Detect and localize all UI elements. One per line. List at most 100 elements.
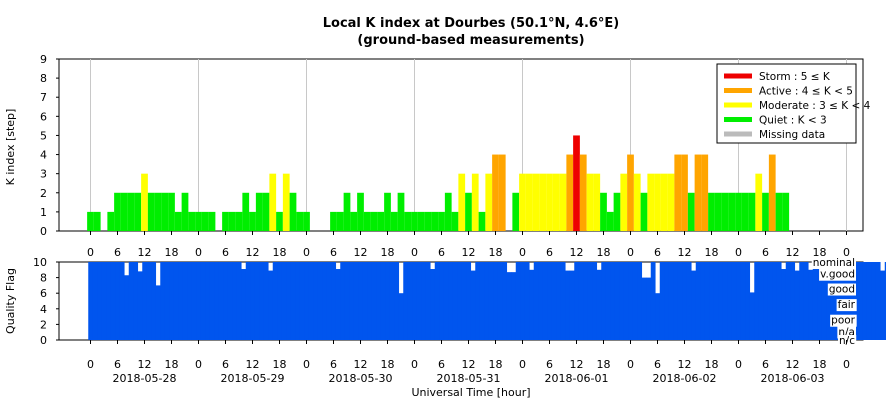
quality-bar: [407, 262, 413, 340]
quality-x-tick-label: 0: [735, 358, 742, 371]
kindex-bar: [755, 173, 763, 231]
quality-bar: [808, 269, 814, 340]
quality-bar: [785, 262, 791, 340]
quality-bar: [434, 262, 440, 340]
chart-title: Local K index at Dourbes (50.1°N, 4.6°E): [323, 16, 620, 31]
quality-bar: [650, 262, 656, 340]
kindex-bar: [188, 211, 196, 231]
kindex-x-tick-label: 18: [705, 246, 719, 259]
kindex-bar: [573, 135, 580, 231]
kindex-y-tick-label: 4: [40, 149, 47, 162]
quality-bar: [97, 262, 103, 340]
quality-bar: [182, 262, 188, 340]
quality-bar: [587, 262, 593, 340]
quality-x-tick-label: 12: [138, 358, 152, 371]
quality-x-ticks: 0 6 12 18 0 6 12 18 0 6 12 18 0 6 12 18 0 6 12 18 0 6 12 18 0 6 12…: [87, 340, 850, 371]
quality-bar: [592, 262, 598, 340]
quality-bar: [551, 262, 557, 340]
quality-bar: [340, 262, 346, 340]
kindex-bar: [762, 192, 769, 231]
kindex-bar: [492, 154, 499, 231]
quality-bar: [533, 262, 539, 340]
quality-bar: [569, 270, 575, 340]
quality-bar: [326, 262, 332, 340]
quality-bar: [794, 270, 800, 340]
quality-bar: [128, 262, 134, 340]
quality-y-tick-label: 2: [40, 318, 47, 331]
kindex-x-tick-label: 12: [678, 246, 692, 259]
kindex-x-tick-label: 0: [519, 246, 526, 259]
quality-bar: [412, 262, 418, 340]
quality-bar: [371, 262, 377, 340]
quality-bar: [718, 262, 724, 340]
quality-x-tick-label: 18: [273, 358, 287, 371]
quality-level-label: v.good: [820, 269, 855, 281]
quality-bar: [173, 262, 179, 340]
legend-label: Missing data: [759, 129, 825, 141]
quality-bar: [313, 262, 319, 340]
quality-bar: [790, 262, 796, 340]
kindex-bar: [627, 154, 634, 231]
kindex-bar: [647, 173, 655, 231]
quality-bar: [281, 262, 287, 340]
kindex-bar: [620, 173, 628, 231]
kindex-bar: [640, 192, 648, 231]
quality-bar: [817, 262, 823, 340]
kindex-bar: [566, 154, 574, 231]
kindex-bar: [134, 192, 142, 231]
quality-bar: [799, 262, 805, 340]
kindex-y-tick-label: 7: [40, 91, 47, 104]
kindex-bar: [222, 211, 229, 231]
quality-bar: [614, 262, 620, 340]
kindex-bar: [228, 211, 236, 231]
kindex-x-ticks: 0 6 12 18 0 6 12 18 0 6 12 18 0 6 12 18 0 6 12 18 0 6 12 18 0 6 12…: [87, 231, 850, 259]
kindex-bar: [552, 173, 560, 231]
kindex-bar: [735, 192, 742, 231]
kindex-x-tick-label: 0: [843, 246, 850, 259]
quality-x-tick-label: 0: [195, 358, 202, 371]
quality-x-tick-label: 6: [654, 358, 661, 371]
quality-bar: [160, 262, 166, 340]
kindex-bar: [546, 173, 553, 231]
quality-bar: [290, 262, 296, 340]
quality-bar: [830, 262, 836, 340]
kindex-y-tick-label: 8: [40, 72, 47, 85]
kindex-bar: [384, 192, 391, 231]
quality-bar: [286, 262, 292, 340]
quality-bar: [317, 262, 323, 340]
quality-bar: [484, 262, 490, 340]
kindex-bar: [377, 211, 385, 231]
quality-bar: [443, 262, 449, 340]
kindex-bar: [424, 211, 432, 231]
kindex-x-tick-label: 0: [627, 246, 634, 259]
kindex-bar: [654, 173, 661, 231]
quality-bar: [272, 262, 278, 340]
kindex-x-tick-label: 6: [438, 246, 445, 259]
quality-bar: [722, 262, 728, 340]
quality-bar: [92, 262, 98, 340]
kindex-bar: [444, 192, 452, 231]
kindex-bar: [208, 211, 216, 231]
quality-bar: [358, 262, 364, 340]
kindex-bar: [336, 211, 344, 231]
kindex-x-tick-label: 0: [303, 246, 310, 259]
quality-bar: [520, 262, 526, 340]
quality-x-tick-label: 6: [222, 358, 229, 371]
legend-label: Storm : 5 ≤ K: [759, 71, 831, 83]
quality-bar: [826, 262, 832, 340]
legend-label: Active : 4 ≤ K < 5: [759, 86, 853, 98]
quality-bar: [700, 262, 706, 340]
quality-bar: [628, 262, 634, 340]
quality-bar: [862, 262, 868, 340]
quality-level-label-bg: [811, 257, 856, 269]
quality-bar: [470, 270, 476, 340]
kindex-bar: [330, 211, 337, 231]
kindex-bar: [681, 154, 688, 231]
kindex-bar: [782, 192, 790, 231]
kindex-y-tick-label: 6: [40, 110, 47, 123]
quality-x-tick-label: 12: [354, 358, 368, 371]
quality-level-label: nominal: [813, 257, 855, 269]
kindex-x-tick-label: 18: [381, 246, 395, 259]
date-labels: 2018-05-28 2018-05-29 2018-05-30 2018-05-31…: [113, 372, 825, 385]
kindex-bar: [168, 192, 175, 231]
